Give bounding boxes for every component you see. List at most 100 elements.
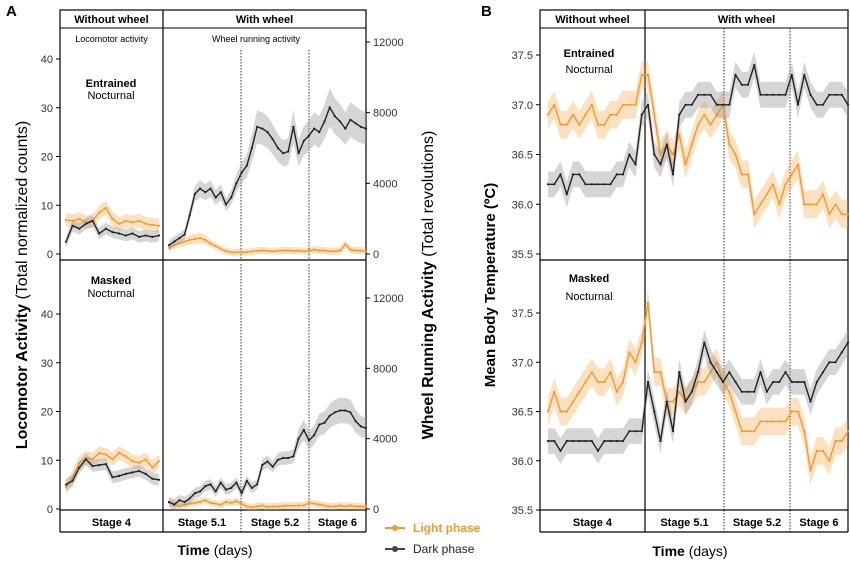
temp-light-point bbox=[703, 113, 706, 116]
locomotor-dark-point bbox=[104, 463, 107, 466]
wheel-dark-point bbox=[209, 483, 212, 486]
wheel-light-point bbox=[209, 501, 212, 504]
wheel-light-band bbox=[169, 232, 366, 256]
temp-dark-point bbox=[746, 390, 750, 393]
temp-dark-point bbox=[640, 113, 643, 116]
wheel-light-point bbox=[282, 504, 285, 507]
locomotor-dark-point bbox=[91, 219, 94, 222]
locomotor-light-point bbox=[157, 460, 161, 463]
temp-dark-point bbox=[603, 183, 606, 186]
wheel-light-point bbox=[297, 504, 300, 507]
wheel-light-point bbox=[219, 503, 222, 506]
wheel-dark-point bbox=[359, 125, 362, 128]
wheel-dark-point bbox=[339, 409, 342, 412]
stage-label-a: Stage 4 bbox=[92, 517, 132, 529]
wheel-light-band bbox=[169, 496, 366, 511]
wheel-dark-point bbox=[354, 122, 357, 125]
temp-light-point bbox=[571, 113, 575, 116]
locomotor-dark-point bbox=[144, 472, 147, 475]
wheel-dark-point bbox=[173, 503, 176, 506]
panel-label-b: B bbox=[481, 3, 492, 20]
locomotor-dark-point bbox=[124, 234, 127, 237]
wheel-light-point bbox=[235, 251, 238, 254]
wheel-light-point bbox=[354, 505, 357, 508]
wheel-light-point bbox=[302, 504, 305, 507]
temp-dark-point bbox=[840, 351, 843, 354]
wheel-dark-point bbox=[354, 420, 357, 423]
temp-light-point bbox=[834, 439, 837, 443]
wheel-dark-point bbox=[276, 458, 279, 461]
wheel-light-point bbox=[183, 503, 186, 506]
subpanel-title-normal: Nocturnal bbox=[87, 90, 134, 102]
locomotor-dark-point bbox=[124, 472, 127, 475]
wheel-light-point bbox=[178, 505, 181, 508]
y-axis-label-locomotor-bold: Locomotor Activity bbox=[14, 304, 31, 449]
wheel-dark-point bbox=[292, 455, 295, 458]
temp-light-point bbox=[678, 133, 681, 136]
locomotor-light-point bbox=[104, 206, 107, 209]
temp-dark-point bbox=[790, 380, 793, 384]
wheel-light-point bbox=[214, 245, 217, 248]
panel-label-a: A bbox=[6, 3, 17, 20]
temp-dark-point bbox=[815, 103, 818, 106]
wheel-light-point bbox=[349, 248, 352, 251]
temp-dark-point bbox=[828, 361, 831, 364]
panel-b-subpanel-0: 35.5 36.0 36.5 37.0 37.5 Entrained Nocturnal bbox=[512, 48, 850, 261]
stage-label-b: Stage 5.1 bbox=[660, 517, 708, 529]
temp-dark-point bbox=[734, 73, 737, 76]
wheel-running-activity-label: Wheel running activity bbox=[212, 34, 301, 44]
right-tick-label: 0 bbox=[373, 249, 379, 261]
wheel-dark-point bbox=[276, 146, 279, 150]
wheel-light-point bbox=[318, 249, 321, 252]
temp-dark-point bbox=[771, 380, 775, 384]
temp-light-point bbox=[840, 213, 843, 216]
wheel-dark-point bbox=[287, 456, 290, 460]
y-axis-label-temperature: Mean Body Temperature (ºC) bbox=[482, 183, 499, 387]
temp-light-point bbox=[546, 113, 550, 116]
y-axis-label-locomotor-normal: (Total normalized counts) bbox=[14, 121, 31, 304]
wheel-dark-point bbox=[261, 127, 264, 130]
temp-light-point bbox=[771, 420, 775, 423]
temp-light-point bbox=[778, 203, 781, 206]
temp-light-point bbox=[584, 380, 587, 384]
temp-light-point bbox=[846, 213, 850, 216]
temp-light-point bbox=[715, 361, 718, 364]
temp-light-point bbox=[578, 123, 581, 126]
wheel-light-point bbox=[167, 246, 171, 249]
wheel-dark-point bbox=[245, 164, 248, 167]
temp-light-point bbox=[634, 361, 637, 364]
temp-light-point bbox=[628, 351, 631, 354]
subpanel-title-normal-b: Nocturnal bbox=[565, 291, 612, 303]
wheel-dark-point bbox=[183, 500, 186, 504]
x-axis-label-b-bold: Time bbox=[652, 543, 685, 559]
temp-dark-point bbox=[846, 341, 850, 344]
temp-light-point bbox=[628, 103, 631, 106]
right-tick-label: 8000 bbox=[373, 108, 397, 120]
wheel-light-point bbox=[313, 248, 316, 251]
left-tick-label: 20 bbox=[41, 152, 53, 164]
wheel-light-point bbox=[344, 243, 347, 246]
left-tick-label: 40 bbox=[41, 309, 53, 321]
temp-dark-point bbox=[759, 371, 762, 374]
temp-light-point bbox=[596, 380, 600, 384]
stage-label-a: Stage 5.2 bbox=[251, 517, 299, 529]
temp-light-point bbox=[815, 449, 818, 452]
right-tick-label: 12000 bbox=[373, 293, 404, 305]
locomotor-dark-point bbox=[64, 240, 68, 243]
wheel-light-point bbox=[224, 500, 228, 504]
locomotor-dark-point bbox=[131, 471, 134, 474]
temp-dark-point bbox=[603, 439, 606, 443]
temp-dark-point bbox=[796, 103, 800, 106]
wheel-dark-point bbox=[256, 483, 259, 486]
locomotor-dark-point bbox=[84, 222, 87, 225]
temp-dark-point bbox=[709, 361, 712, 364]
temp-dark-point bbox=[621, 439, 625, 443]
temp-dark-point bbox=[728, 103, 731, 106]
wheel-light-point bbox=[344, 505, 347, 508]
wheel-dark-point bbox=[219, 191, 222, 194]
temp-dark-point bbox=[778, 380, 781, 384]
wheel-dark-point bbox=[183, 233, 186, 236]
temp-dark-point bbox=[803, 73, 806, 76]
temp-light-point bbox=[678, 390, 681, 393]
